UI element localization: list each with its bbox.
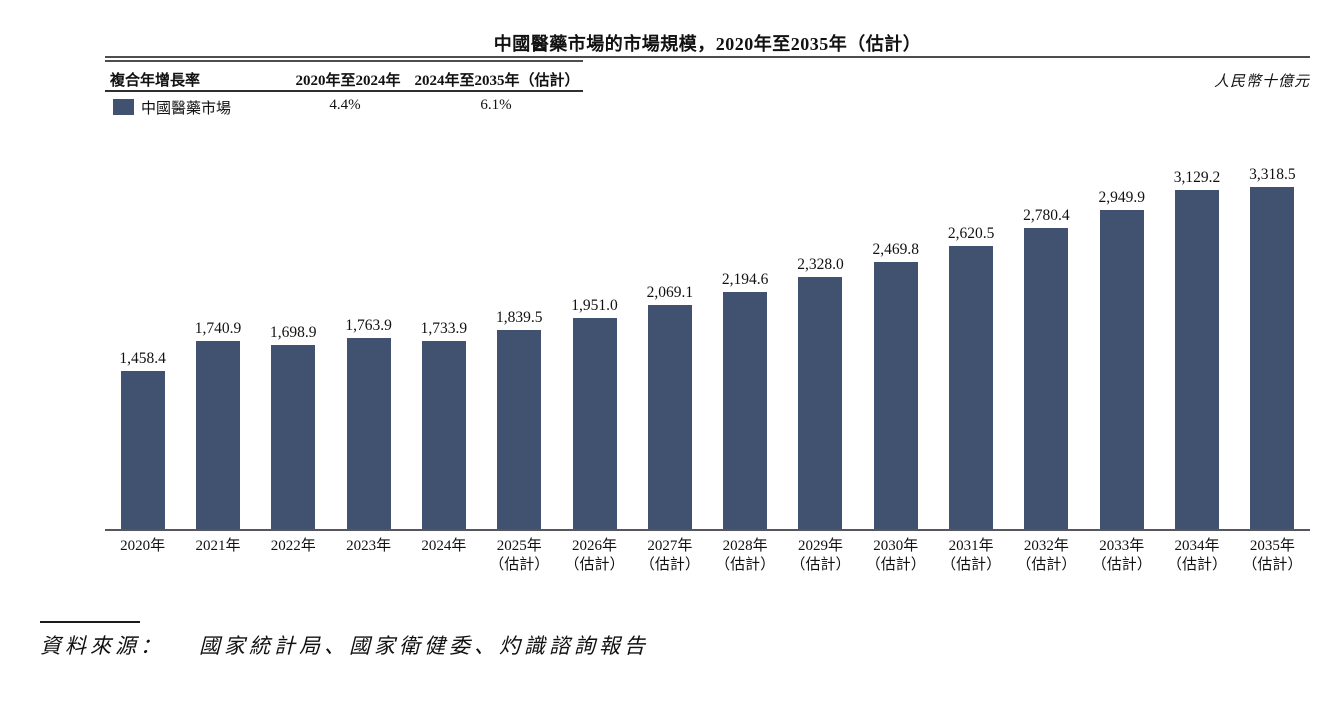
bar-column: 2,620.5 <box>933 166 1008 529</box>
source-divider-rule <box>40 621 140 623</box>
bar <box>271 345 316 529</box>
bar <box>346 338 391 529</box>
bar-column: 1,763.9 <box>331 166 406 529</box>
top-rule-table <box>105 60 583 62</box>
bar-column: 1,839.5 <box>482 166 557 529</box>
bar-value-label: 1,951.0 <box>571 297 618 314</box>
bar <box>873 262 918 529</box>
bar-value-label: 1,698.9 <box>270 324 317 341</box>
source-text: 國家統計局、國家衛健委、灼識諮詢報告 <box>199 634 649 658</box>
x-axis-labels: 2020年 2021年 2022年 2023年 2024年 2025年 （估計） 2026年（… <box>105 537 1310 575</box>
x-axis-label: 2033年 （估計） <box>1091 538 1152 573</box>
bars-row: 1,458.4 1,740.9 1,698.9 1,763.9 1,733.9 1,839… <box>105 166 1310 529</box>
bar-column: 2,949.9 <box>1084 166 1159 529</box>
bar-column: 2,469.8 <box>858 166 933 529</box>
bar-column: 2,194.6 <box>708 166 783 529</box>
bar-value-label: 2,469.8 <box>872 241 920 258</box>
x-axis-label: 2020年 <box>120 538 166 554</box>
bar-column: 3,129.2 <box>1159 166 1234 529</box>
bar <box>195 341 240 529</box>
bar <box>120 371 165 529</box>
top-rule-full <box>105 56 1310 58</box>
bar-value-label: 2,620.5 <box>947 225 995 242</box>
bar-value-label: 1,740.9 <box>194 320 242 337</box>
bar <box>949 246 994 529</box>
bar <box>1250 187 1295 529</box>
bar-column: 1,458.4 <box>105 166 180 529</box>
x-axis-label: 2027年 （估計） <box>639 538 700 573</box>
bar-value-label: 3,318.5 <box>1249 166 1296 183</box>
legend-series-label: 中國醫藥市場 <box>141 101 232 117</box>
bar-value-label: 2,194.6 <box>721 271 769 288</box>
x-axis-line <box>105 529 1310 531</box>
bar-value-label: 2,780.4 <box>1023 207 1070 224</box>
bar <box>1175 190 1220 529</box>
legend-header-cagr: 複合年增長率 <box>110 73 201 89</box>
bar <box>647 305 692 529</box>
x-axis-label: 2029年 （估計） <box>790 538 851 573</box>
x-axis-label: 2034年 （估計） <box>1167 538 1228 573</box>
bar <box>1099 210 1144 529</box>
x-axis-label: 2031年 （估計） <box>941 538 1002 573</box>
bar-column: 1,698.9 <box>256 166 331 529</box>
bar-value-label: 1,763.9 <box>345 317 392 334</box>
bar-column: 1,733.9 <box>406 166 481 529</box>
bar-column: 1,740.9 <box>180 166 255 529</box>
bar-column: 1,951.0 <box>557 166 632 529</box>
x-axis-label: 2028年 （估計） <box>715 538 776 573</box>
chart-title: 中國醫藥市場的市場規模，2020年至2035年（估計） <box>493 34 922 54</box>
bar <box>421 341 466 529</box>
bar-value-label: 2,328.0 <box>797 256 844 273</box>
unit-label: 人民幣十億元 <box>1213 74 1310 90</box>
bar-value-label: 2,949.9 <box>1098 189 1145 206</box>
bar-value-label: 1,458.4 <box>119 350 166 367</box>
bar-value-label: 3,129.2 <box>1173 169 1221 186</box>
legend-cagr-value-1: 4.4% <box>329 97 361 113</box>
x-axis-label: 2022年 <box>270 538 316 554</box>
bar-value-label: 1,733.9 <box>420 320 468 337</box>
bar-value-label: 2,069.1 <box>646 284 694 301</box>
bar-column: 2,069.1 <box>632 166 707 529</box>
legend-header-period-2: 2024年至2035年（估計） <box>414 73 580 89</box>
legend-cagr-value-2: 6.1% <box>480 97 512 113</box>
x-axis-label: 2023年 <box>346 538 392 554</box>
x-axis-label: 2021年 <box>195 538 241 554</box>
bar-column: 2,328.0 <box>783 166 858 529</box>
bar <box>1024 228 1069 529</box>
x-axis-label: 2030年 （估計） <box>865 538 926 573</box>
x-axis-label: 2025年 （估計） <box>489 538 550 573</box>
x-axis-label: 2032年 （估計） <box>1016 538 1077 573</box>
bar <box>497 330 542 529</box>
source-line: 資料來源： 國家統計局、國家衛健委、灼識諮詢報告 <box>40 630 649 660</box>
bar <box>798 277 843 529</box>
bar <box>723 292 768 529</box>
x-axis-label: 2024年 <box>421 538 467 554</box>
x-axis-label: 2026年 （估計） <box>564 538 625 573</box>
legend-swatch <box>113 99 134 115</box>
bar <box>572 318 617 529</box>
legend-header-period-1: 2020年至2024年 <box>295 73 401 89</box>
legend-header-underline <box>105 90 583 92</box>
bar-column: 2,780.4 <box>1009 166 1084 529</box>
x-axis-label: 2035年 （估計） <box>1242 538 1303 573</box>
bar-value-label: 1,839.5 <box>495 309 543 326</box>
source-label: 資料來源： <box>40 634 165 658</box>
bar-column: 3,318.5 <box>1235 166 1310 529</box>
